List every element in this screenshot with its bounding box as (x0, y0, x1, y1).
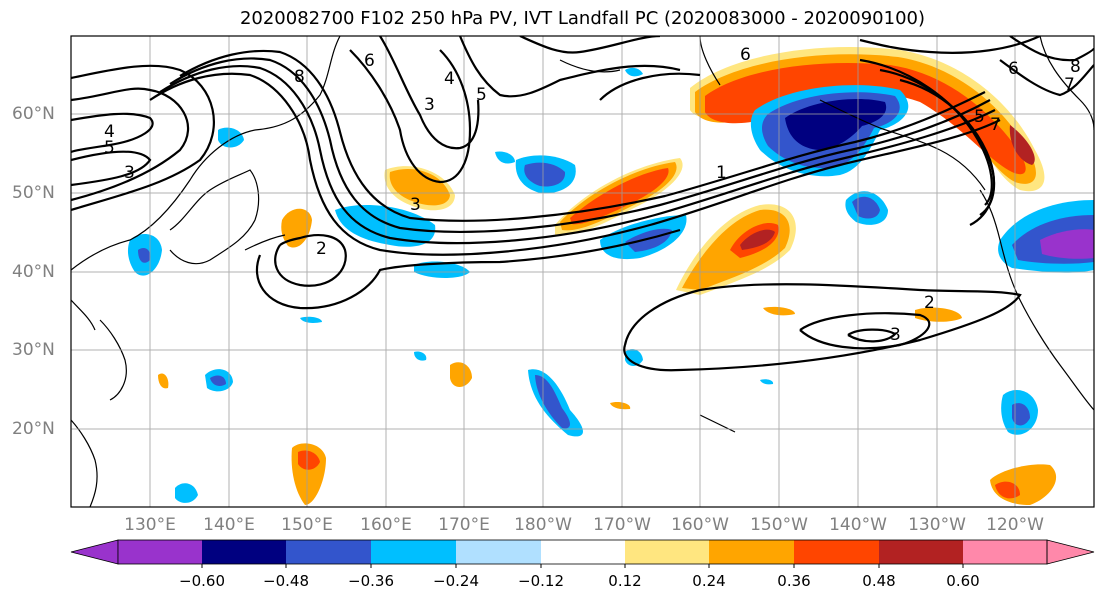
colorbar-segment (202, 540, 286, 564)
colorbar-tick-label: 0.24 (692, 572, 726, 590)
colorbar-tick-label: −0.48 (263, 572, 309, 590)
lon-label: 170°E (438, 515, 490, 535)
contour-label: 5 (476, 85, 487, 105)
colorbar-segment (456, 540, 541, 564)
colorbar-segment (371, 540, 456, 564)
colorbar-segment (709, 540, 794, 564)
map-title: 2020082700 F102 250 hPa PV, IVT Landfall… (239, 8, 926, 29)
lat-label: 60°N (12, 104, 55, 124)
lon-label: 130°W (908, 515, 966, 535)
colorbar-tick-label: −0.60 (179, 572, 225, 590)
lon-label: 160°W (671, 515, 729, 535)
colorbar-segment (879, 540, 963, 564)
lon-label: 130°E (124, 515, 176, 535)
contour-label: 7 (990, 115, 1001, 135)
contour-label: 6 (364, 51, 375, 71)
lon-label: 140°W (829, 515, 887, 535)
colorbar-segment (625, 540, 709, 564)
colorbar-tick-label: −0.36 (348, 572, 394, 590)
colorbar (70, 539, 1095, 568)
colorbar-tick-label: −0.12 (518, 572, 564, 590)
colorbar-segment (963, 540, 1047, 564)
contour-label: 6 (740, 45, 751, 65)
lon-label: 160°E (360, 515, 412, 535)
colorbar-segment (541, 540, 625, 564)
contour-label: 2 (316, 239, 327, 259)
lat-label: 50°N (12, 183, 55, 203)
shaded-fields (127, 46, 1094, 505)
colorbar-extend-low (70, 539, 119, 565)
lat-label: 30°N (12, 340, 55, 360)
lon-label: 120°W (986, 515, 1044, 535)
colorbar-tick-label: 0.48 (862, 572, 896, 590)
colorbar-tick-label: 0.36 (777, 572, 811, 590)
contour-label: 3 (424, 95, 435, 115)
lon-label: 150°E (281, 515, 333, 535)
contour-label: 5 (104, 138, 115, 158)
plot-border (70, 35, 1095, 508)
contour-label: 7 (1064, 75, 1075, 95)
contour-label: 1 (716, 163, 727, 183)
colorbar-tick-label: 0.12 (608, 572, 642, 590)
contour-label: 3 (410, 195, 421, 215)
contour-label: 8 (1070, 57, 1081, 77)
lon-label: 180°W (514, 515, 572, 535)
contour-label: 4 (104, 122, 115, 142)
contour-label: 8 (294, 67, 305, 87)
lat-label: 40°N (12, 262, 55, 282)
contour-label: 3 (890, 325, 901, 345)
lon-label: 170°W (593, 515, 651, 535)
colorbar-extend-high (1046, 539, 1095, 565)
colorbar-border (117, 539, 1048, 565)
pv-contours (71, 36, 1094, 372)
colorbar-segment (286, 540, 371, 564)
contour-label: 2 (924, 293, 935, 313)
colorbar-tick-label: −0.24 (433, 572, 479, 590)
contour-label: 3 (124, 163, 135, 183)
colorbar-segment (794, 540, 879, 564)
contour-label: 5 (974, 107, 985, 127)
contour-label: 4 (444, 69, 455, 89)
colorbar-segment (118, 540, 202, 564)
lat-label: 20°N (12, 419, 55, 439)
contour-label: 6 (1008, 59, 1019, 79)
lon-label: 150°W (750, 515, 808, 535)
contour-labels: 4 5 3 8 6 4 3 5 2 1 3 2 3 7 8 6 6 7 5 (104, 45, 1081, 345)
colorbar-tick-label: 0.60 (946, 572, 980, 590)
lon-label: 140°E (203, 515, 255, 535)
